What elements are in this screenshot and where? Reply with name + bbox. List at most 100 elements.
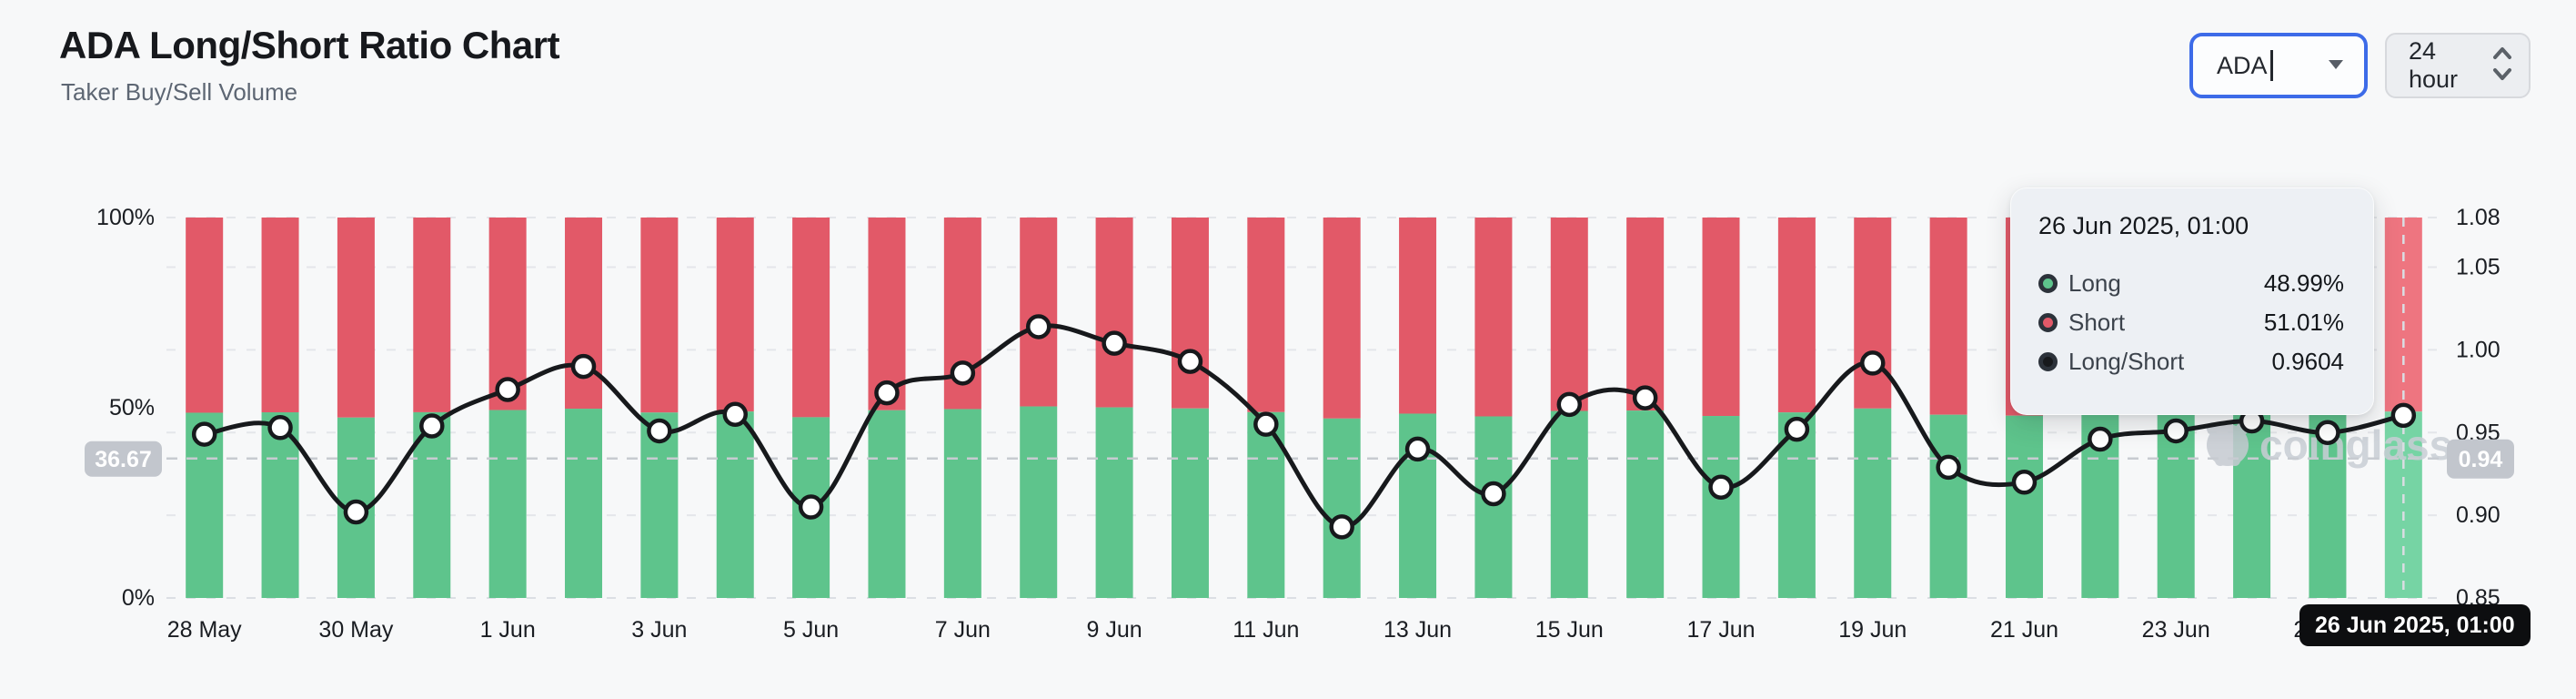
line-point-29-May[interactable] xyxy=(267,415,293,441)
short-bar-6-Jun[interactable] xyxy=(868,218,906,410)
line-point-12-Jun[interactable] xyxy=(1329,514,1354,540)
long-bar-7-Jun[interactable] xyxy=(943,409,981,598)
line-point-25-Jun[interactable] xyxy=(2315,420,2340,446)
x-axis-label: 9 Jun xyxy=(1086,617,1142,643)
interval-select[interactable]: 24 hour xyxy=(2385,33,2531,98)
line-point-10-Jun[interactable] xyxy=(1177,349,1203,374)
short-bar-12-Jun[interactable] xyxy=(1323,218,1361,419)
tooltip-row-short: Short 51.01% xyxy=(2038,303,2344,342)
chevron-down-icon xyxy=(2324,52,2348,80)
line-point-13-Jun[interactable] xyxy=(1404,436,1431,462)
right-axis-label: 0.90 xyxy=(2456,502,2501,528)
short-bar-18-Jun[interactable] xyxy=(1777,218,1816,413)
crosshair-right-badge: 0.94 xyxy=(2447,439,2514,479)
x-axis-label: 19 Jun xyxy=(1838,617,1907,643)
long-bar-6-Jun[interactable] xyxy=(868,410,906,598)
line-point-6-Jun[interactable] xyxy=(874,380,900,406)
long-bar-20-Jun[interactable] xyxy=(1929,414,1967,598)
x-axis-label: 30 May xyxy=(318,617,393,643)
x-axis-label: 11 Jun xyxy=(1233,617,1299,643)
line-point-18-Jun[interactable] xyxy=(1784,416,1810,442)
left-axis-label: 100% xyxy=(96,205,155,230)
long-bar-1-Jun[interactable] xyxy=(488,410,527,598)
long-bar-23-Jun[interactable] xyxy=(2157,412,2195,598)
long-bar-10-Jun[interactable] xyxy=(1171,408,1209,598)
line-point-4-Jun[interactable] xyxy=(722,401,748,428)
line-point-16-Jun[interactable] xyxy=(1632,385,1658,410)
line-point-14-Jun[interactable] xyxy=(1481,481,1506,507)
page-title: ADA Long/Short Ratio Chart xyxy=(59,24,560,66)
long-bar-8-Jun[interactable] xyxy=(1020,406,1058,598)
up-down-chevrons-icon xyxy=(2489,43,2516,89)
line-point-28-May[interactable] xyxy=(191,421,217,447)
short-bar-17-Jun[interactable] xyxy=(1702,218,1740,417)
long-bar-21-Jun[interactable] xyxy=(2005,415,2043,598)
long-bar-16-Jun[interactable] xyxy=(1626,410,1665,598)
line-point-5-Jun[interactable] xyxy=(798,494,824,520)
line-point-31-May[interactable] xyxy=(419,413,445,439)
short-bar-28-May[interactable] xyxy=(186,218,224,413)
short-bar-30-May[interactable] xyxy=(337,218,375,418)
tooltip-row-ratio: Long/Short 0.9604 xyxy=(2038,342,2344,381)
short-bar-26-Jun[interactable] xyxy=(2384,218,2422,412)
line-point-11-Jun[interactable] xyxy=(1253,411,1279,437)
long-bar-17-Jun[interactable] xyxy=(1702,416,1740,598)
long-bar-29-May[interactable] xyxy=(261,412,299,598)
short-bar-19-Jun[interactable] xyxy=(1854,218,1892,409)
line-point-19-Jun[interactable] xyxy=(1860,350,1886,376)
short-bar-10-Jun[interactable] xyxy=(1171,218,1209,409)
line-point-22-Jun[interactable] xyxy=(2088,426,2113,452)
short-bar-14-Jun[interactable] xyxy=(1474,218,1513,417)
line-point-20-Jun[interactable] xyxy=(1936,454,1961,481)
x-axis-label: 1 Jun xyxy=(480,617,536,643)
short-bar-16-Jun[interactable] xyxy=(1626,218,1665,411)
line-point-7-Jun[interactable] xyxy=(950,360,976,386)
long-bar-9-Jun[interactable] xyxy=(1095,407,1133,598)
x-axis-label: 15 Jun xyxy=(1535,617,1604,643)
short-bar-11-Jun[interactable] xyxy=(1247,218,1285,412)
line-points xyxy=(191,314,2417,540)
long-bar-19-Jun[interactable] xyxy=(1854,408,1892,598)
short-dot-icon xyxy=(2038,313,2058,332)
tooltip-date: 26 Jun 2025, 01:00 xyxy=(2038,212,2249,239)
line-point-17-Jun[interactable] xyxy=(1708,474,1734,500)
long-bar-3-Jun[interactable] xyxy=(640,412,679,598)
x-axis-label: 7 Jun xyxy=(935,617,991,643)
short-bar-4-Jun[interactable] xyxy=(716,218,754,412)
short-bar-13-Jun[interactable] xyxy=(1399,218,1437,414)
line-point-26-Jun[interactable] xyxy=(2390,402,2417,429)
short-bar-8-Jun[interactable] xyxy=(1020,218,1058,407)
svg-text:36.67: 36.67 xyxy=(95,447,152,472)
line-point-2-Jun[interactable] xyxy=(570,353,597,380)
long-bar-15-Jun[interactable] xyxy=(1550,410,1588,598)
line-point-21-Jun[interactable] xyxy=(2011,470,2038,495)
short-bar-5-Jun[interactable] xyxy=(792,218,830,418)
line-point-3-Jun[interactable] xyxy=(647,418,672,444)
short-bar-31-May[interactable] xyxy=(413,218,451,412)
crosshair-date-badge: 26 Jun 2025, 01:00 xyxy=(2299,604,2531,646)
line-point-9-Jun[interactable] xyxy=(1102,330,1127,356)
line-point-1-Jun[interactable] xyxy=(495,377,520,402)
line-point-15-Jun[interactable] xyxy=(1556,391,1583,418)
coin-select-combobox[interactable]: ADA xyxy=(2189,33,2368,98)
short-bar-3-Jun[interactable] xyxy=(640,218,679,413)
short-bar-9-Jun[interactable] xyxy=(1095,218,1133,408)
short-bar-29-May[interactable] xyxy=(261,218,299,413)
short-bar-2-Jun[interactable] xyxy=(565,218,603,410)
text-cursor xyxy=(2269,50,2273,81)
left-axis-label: 0% xyxy=(122,585,155,611)
long-bar-4-Jun[interactable] xyxy=(716,411,754,598)
line-point-30-May[interactable] xyxy=(343,499,369,525)
chart-tooltip: 26 Jun 2025, 01:00 Long 48.99% Short 51.… xyxy=(2010,187,2374,415)
right-axis-label: 1.05 xyxy=(2456,255,2501,280)
line-point-8-Jun[interactable] xyxy=(1025,314,1052,339)
x-axis-label: 5 Jun xyxy=(783,617,839,643)
long-bar-31-May[interactable] xyxy=(413,411,451,598)
long-bar-2-Jun[interactable] xyxy=(565,409,603,598)
long-bar-14-Jun[interactable] xyxy=(1474,416,1513,598)
short-bar-20-Jun[interactable] xyxy=(1929,218,1967,415)
x-axis-label: 3 Jun xyxy=(631,617,687,643)
long-bar-12-Jun[interactable] xyxy=(1323,418,1361,598)
line-point-23-Jun[interactable] xyxy=(2163,418,2189,444)
short-bar-15-Jun[interactable] xyxy=(1550,218,1588,411)
